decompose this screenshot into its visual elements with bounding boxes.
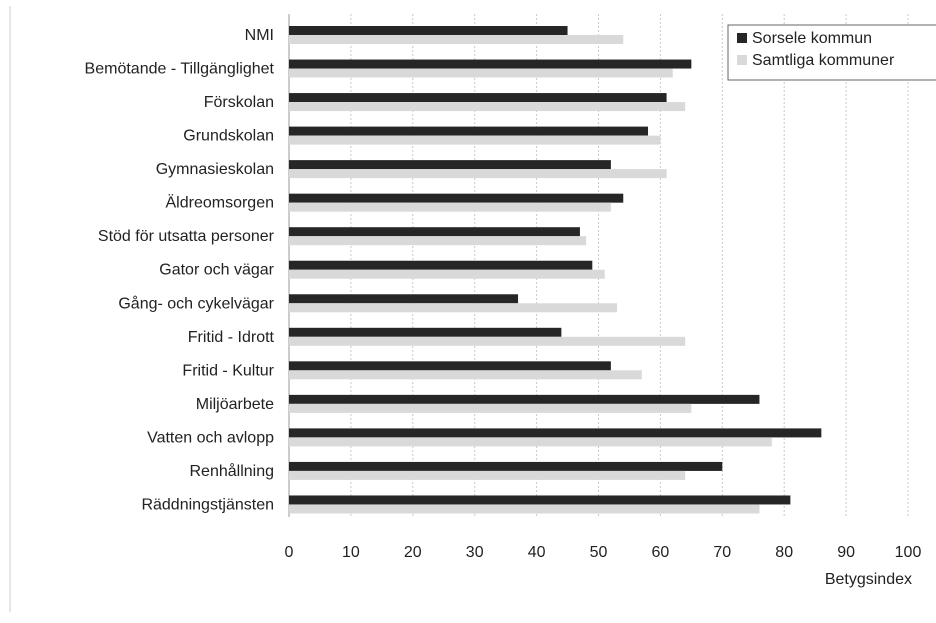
category-label: Fritid - Idrott — [188, 329, 275, 346]
bar-sorsele — [289, 126, 649, 136]
x-tick-label: 90 — [837, 544, 855, 561]
bar-sorsele — [289, 361, 611, 371]
category-label: Stöd för utsatta personer — [98, 228, 275, 245]
bar-sorsele — [289, 495, 791, 505]
bar-samtliga — [289, 437, 772, 447]
bar-sorsele — [289, 193, 624, 203]
bar-sorsele — [289, 428, 822, 438]
x-tick-label: 30 — [466, 544, 484, 561]
x-tick-label: 80 — [775, 544, 793, 561]
category-labels: NMI Bemötande - Tillgänglighet Förskolan Gr… — [85, 27, 275, 513]
category-label: Bemötande - Tillgänglighet — [85, 61, 275, 78]
bar-sorsele — [289, 160, 611, 170]
x-tick-label: 0 — [285, 544, 294, 561]
bar-sorsele — [289, 294, 519, 304]
bar-samtliga — [289, 169, 667, 179]
category-label: Förskolan — [204, 94, 274, 111]
bar-sorsele — [289, 59, 692, 69]
category-label: Grundskolan — [183, 128, 274, 145]
bar-sorsele — [289, 461, 723, 471]
bar-sorsele — [289, 93, 667, 103]
bar-samtliga — [289, 102, 686, 112]
bar-sorsele — [289, 227, 580, 237]
category-label: Gymnasieskolan — [156, 161, 274, 178]
category-label: Gång- och cykelvägar — [118, 294, 274, 312]
bar-sorsele — [289, 260, 593, 270]
legend-swatch — [737, 55, 747, 65]
bar-sorsele — [289, 327, 562, 337]
legend: Sorsele kommun Samtliga kommuner — [727, 24, 936, 81]
bars-layer — [289, 26, 822, 514]
bar-samtliga — [289, 470, 686, 480]
category-label: Miljöarbete — [196, 396, 274, 413]
x-tick-label: 50 — [590, 544, 608, 561]
bar-samtliga — [289, 135, 661, 145]
bar-samtliga — [289, 68, 673, 78]
legend-label: Samtliga kommuner — [752, 52, 895, 69]
category-label: Gator och vägar — [159, 262, 274, 279]
x-tick-label: 20 — [404, 544, 422, 561]
bar-samtliga — [289, 35, 624, 44]
bar-samtliga — [289, 504, 760, 514]
bar-samtliga — [289, 403, 692, 413]
x-tick-label: 40 — [528, 544, 546, 561]
bar-samtliga — [289, 202, 611, 212]
category-label: NMI — [245, 27, 274, 44]
category-label: Fritid - Kultur — [182, 362, 274, 379]
legend-swatch — [737, 33, 747, 43]
category-label: Renhållning — [189, 462, 274, 480]
category-label: Vatten och avlopp — [147, 429, 274, 446]
bar-samtliga — [289, 303, 618, 313]
category-label: Äldreomsorgen — [166, 194, 275, 212]
legend-label: Sorsele kommun — [752, 30, 872, 47]
bar-samtliga — [289, 370, 642, 380]
bar-samtliga — [289, 236, 587, 246]
x-tick-label: 60 — [652, 544, 670, 561]
bar-samtliga — [289, 336, 686, 346]
x-tick-label: 70 — [713, 544, 731, 561]
bar-sorsele — [289, 394, 760, 404]
bar-samtliga — [289, 269, 605, 279]
x-axis-label: Betygsindex — [825, 571, 912, 588]
legend-box — [727, 24, 936, 81]
x-tick-label: 100 — [895, 544, 922, 561]
bar-sorsele — [289, 26, 568, 35]
legend-items: Sorsele kommun Samtliga kommuner — [737, 30, 895, 69]
x-tick-labels: 0 10 20 30 40 50 60 70 80 90 100 — [285, 544, 922, 561]
category-label: Räddningstjänsten — [141, 496, 274, 513]
x-tick-label: 10 — [342, 544, 360, 561]
